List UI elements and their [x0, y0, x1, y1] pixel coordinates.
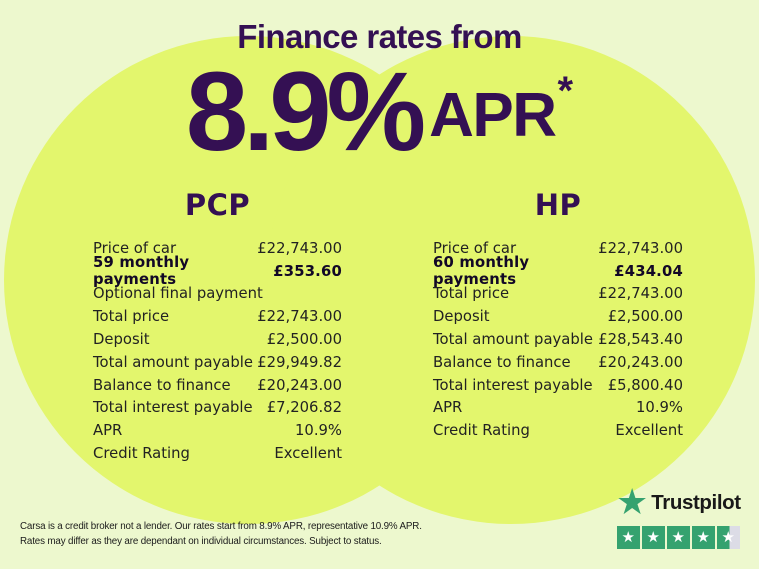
finance-row-label: Balance to finance	[433, 353, 571, 371]
trustpilot-widget: ★ Trustpilot ★ ★ ★ ★ ★	[616, 482, 741, 549]
trustpilot-logo: ★ Trustpilot	[616, 482, 741, 523]
finance-row-label: Price of car	[93, 239, 177, 257]
finance-row-value: £20,243.00	[257, 376, 342, 394]
finance-row-label: 59 monthly payments	[93, 254, 190, 289]
finance-row-label: 60 monthly payments	[433, 254, 530, 289]
finance-row: 59 monthly payments £353.60	[93, 254, 342, 288]
finance-row-value: £434.04	[614, 262, 683, 280]
finance-row: Total interest payable £5,800.40	[433, 374, 683, 397]
pcp-column: PCP Price of car £22,743.00 59 monthly pay…	[93, 189, 342, 465]
finance-row: Deposit £2,500.00	[93, 328, 342, 351]
finance-row-value: £22,743.00	[598, 239, 683, 257]
finance-row-label: Optional final payment	[93, 285, 263, 303]
finance-row: Credit Rating Excellent	[93, 442, 342, 465]
headline-rate: 8.9% APR*	[0, 56, 759, 168]
finance-row-label: APR	[93, 422, 123, 440]
finance-row: Balance to finance £20,243.00	[433, 351, 683, 374]
finance-row: Credit Rating Excellent	[433, 419, 683, 442]
finance-row-label: Total amount payable	[433, 331, 593, 349]
finance-row-value: 10.9%	[635, 399, 683, 417]
finance-row-label: Price of car	[433, 239, 517, 257]
finance-row-value: £28,543.40	[598, 331, 683, 349]
finance-row-label: Total price	[433, 285, 510, 303]
trustpilot-rating-star-3-icon: ★	[667, 526, 690, 549]
finance-row: Total amount payable £29,949.82	[93, 351, 342, 374]
finance-row-label: Deposit	[433, 308, 490, 326]
finance-row-value: Excellent	[274, 445, 342, 463]
finance-row: Deposit £2,500.00	[433, 305, 683, 328]
trustpilot-rating-stars: ★ ★ ★ ★ ★	[617, 526, 741, 549]
finance-row-value: £2,500.00	[266, 331, 342, 349]
finance-row-value: £7,206.82	[266, 399, 342, 417]
finance-row-value: £29,949.82	[257, 353, 342, 371]
finance-row-value: £22,743.00	[257, 308, 342, 326]
rate-value: 8.9%	[185, 49, 426, 174]
finance-row-value: 10.9%	[294, 422, 342, 440]
finance-row-value: £353.60	[273, 262, 342, 280]
finance-row: Price of car £22,743.00	[93, 237, 342, 260]
finance-row-label: Total interest payable	[433, 376, 593, 394]
trustpilot-rating-star-4-icon: ★	[692, 526, 715, 549]
finance-row-value: £20,243.00	[598, 353, 683, 371]
finance-row: Total amount payable £28,543.40	[433, 328, 683, 351]
trustpilot-rating-star-1-icon: ★	[617, 526, 640, 549]
rate-suffix: APR	[429, 81, 557, 150]
finance-row-label: Balance to finance	[93, 376, 231, 394]
finance-row-value: £2,500.00	[607, 308, 683, 326]
finance-row-label: Credit Rating	[433, 422, 530, 440]
finance-row-label: Total price	[93, 308, 170, 326]
finance-row: Total price £22,743.00	[93, 305, 342, 328]
finance-row-label: APR	[433, 399, 463, 417]
finance-row-label: Credit Rating	[93, 445, 190, 463]
finance-row: APR 10.9%	[93, 419, 342, 442]
finance-row-label: Deposit	[93, 331, 150, 349]
trustpilot-rating-star-2-icon: ★	[642, 526, 665, 549]
finance-row: Total interest payable £7,206.82	[93, 397, 342, 420]
disclaimer-line-2: Rates may differ as they are dependant o…	[20, 535, 382, 547]
finance-row: Price of car £22,743.00	[433, 237, 683, 260]
trustpilot-wordmark: Trustpilot	[651, 491, 741, 514]
page-title: Finance rates from	[237, 18, 522, 55]
finance-row: 60 monthly payments £434.04	[433, 254, 683, 288]
trustpilot-rating-star-5-icon: ★	[717, 526, 740, 549]
finance-row-label: Total amount payable	[93, 353, 253, 371]
finance-row-value: Excellent	[615, 422, 683, 440]
hp-rows: Price of car £22,743.00 60 monthly payment…	[433, 237, 683, 442]
background-circle-right	[267, 36, 755, 524]
finance-row: Optional final payment	[93, 283, 342, 306]
finance-row: Total price £22,743.00	[433, 283, 683, 306]
finance-row-value: £22,743.00	[257, 239, 342, 257]
trustpilot-star-icon: ★	[616, 482, 649, 523]
disclaimer-line-1: Carsa is a credit broker not a lender. O…	[20, 521, 422, 532]
finance-row: Balance to finance £20,243.00	[93, 374, 342, 397]
finance-row-value: £22,743.00	[598, 285, 683, 303]
pcp-column-title: PCP	[184, 188, 251, 222]
rate-asterisk: *	[557, 69, 574, 113]
hp-column: HP Price of car £22,743.00 60 monthly paym…	[433, 189, 683, 442]
disclaimer: Carsa is a credit broker not a lender. O…	[20, 520, 440, 550]
finance-row-value: £5,800.40	[607, 376, 683, 394]
finance-row: APR 10.9%	[433, 397, 683, 420]
hp-column-title: HP	[534, 188, 582, 222]
finance-row-label: Total interest payable	[93, 399, 253, 417]
pcp-rows: Price of car £22,743.00 59 monthly payment…	[93, 237, 342, 465]
